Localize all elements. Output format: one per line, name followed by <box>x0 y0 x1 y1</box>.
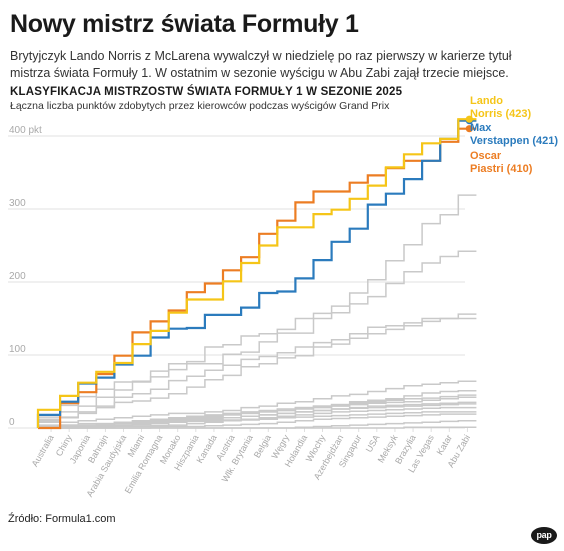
driver-line-piastri <box>38 127 477 430</box>
leading-drivers-lines <box>36 115 477 430</box>
y-tick-label: 300 <box>9 198 26 209</box>
y-axis-ticks: 0 100 200 300 400 pkt <box>9 125 42 428</box>
driver-line <box>38 426 477 429</box>
driver-line <box>38 396 477 429</box>
driver-line <box>37 317 477 428</box>
driver-line <box>37 250 477 428</box>
lead-paragraph: Brytyjczyk Lando Norris z McLarena wywal… <box>10 49 512 80</box>
end-dot-norris <box>465 115 473 123</box>
driver-line <box>37 194 477 428</box>
driver-line <box>38 411 477 429</box>
end-label: Max Verstappen (421) <box>470 122 558 147</box>
driver-line <box>37 380 477 428</box>
end-label: Lando Norris (423) <box>470 95 531 120</box>
y-tick-label: 200 <box>9 271 26 282</box>
driver-line-verstappen <box>36 119 477 428</box>
x-tick-label: Australia <box>30 433 56 468</box>
page-title: Nowy mistrz świata Formuły 1 <box>10 10 359 38</box>
end-dot-piastri <box>465 125 473 133</box>
driver-line <box>37 313 477 428</box>
y-tick-label: 0 <box>9 417 15 428</box>
chart-subtitle: Łączna liczba punktów zdobytych przez ki… <box>10 100 390 112</box>
end-labels: Lando Norris (423)Max Verstappen (421) Osca… <box>470 95 558 175</box>
other-drivers-lines <box>37 194 477 429</box>
y-tick-label: 100 <box>9 344 26 355</box>
end-label: Oscar Piastri (410) <box>470 150 533 175</box>
driver-line-norris <box>36 118 477 428</box>
pap-logo: pap <box>531 527 557 544</box>
y-tick-label: 400 pkt <box>9 125 42 136</box>
x-tick-label: USA <box>364 433 382 454</box>
chart-title: KLASYFIKACJA MISTRZOSTW ŚWIATA FORMUŁY 1… <box>10 86 403 98</box>
source-note: Źródło: Formula1.com <box>8 513 116 525</box>
